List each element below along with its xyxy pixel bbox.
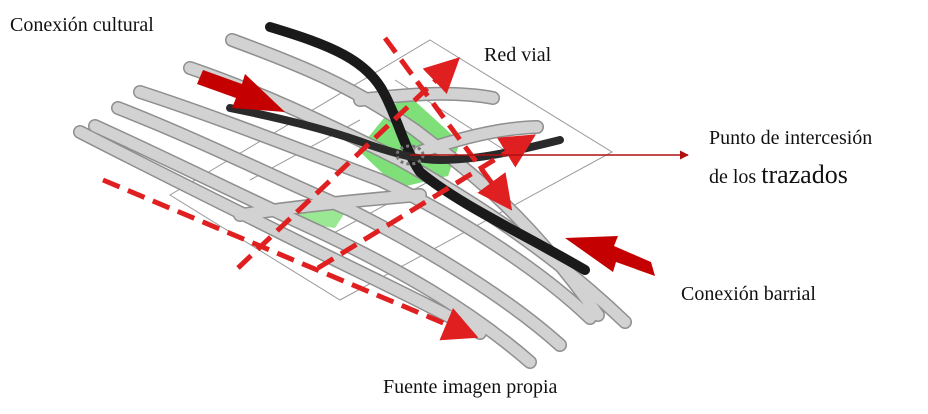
road-network [73, 33, 632, 369]
cultural-arrow [197, 70, 285, 112]
caption-fuente: Fuente imagen propia [383, 376, 558, 398]
trazado-red-vial [236, 57, 461, 270]
label-punto-interseccion: Punto de intercesión [709, 127, 873, 149]
label-de-los: de los [709, 166, 757, 188]
label-conexion-barrial: Conexión barrial [681, 283, 816, 305]
label-de-los-trazados: de los trazados [709, 160, 848, 190]
label-conexion-cultural: Conexión cultural [10, 14, 154, 36]
label-trazados: trazados [761, 160, 848, 189]
barrial-arrow [565, 236, 655, 276]
label-red-vial: Red vial [484, 44, 552, 66]
trazado-fuente [102, 177, 479, 341]
trazado-diagonal [316, 134, 536, 271]
trazado-north-south [382, 36, 513, 211]
trazado-lines [102, 36, 536, 341]
